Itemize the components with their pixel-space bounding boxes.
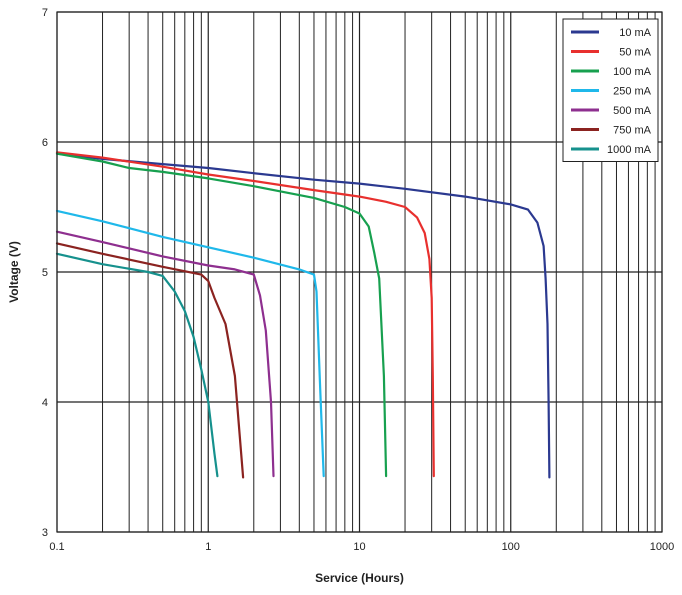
y-tick-label: 7 xyxy=(42,7,48,19)
y-tick-label: 6 xyxy=(42,137,48,149)
legend-label: 100 mA xyxy=(613,66,652,78)
y-tick-label: 5 xyxy=(42,267,48,279)
y-tick-labels: 3 4 5 6 7 xyxy=(42,7,48,539)
legend-label: 10 mA xyxy=(619,27,651,39)
x-tick-labels: 0.1 1 10 100 1000 xyxy=(49,541,674,553)
x-tick-label: 1 xyxy=(205,541,211,553)
legend-label: 250 mA xyxy=(613,86,652,98)
series-line xyxy=(55,230,275,478)
legend-label: 750 mA xyxy=(613,125,652,137)
x-tick-label: 10 xyxy=(353,541,365,553)
plot-border xyxy=(56,11,663,533)
legend-label: 1000 mA xyxy=(607,144,652,156)
x-axis-label: Service (Hours) xyxy=(315,571,404,585)
series-layer xyxy=(55,151,551,479)
x-tick-label: 100 xyxy=(502,541,520,553)
y-tick-label: 4 xyxy=(42,397,48,409)
series-line xyxy=(55,151,435,478)
legend: 10 mA 50 mA 100 mA 250 mA 500 mA 750 mA 1000 m… xyxy=(562,18,659,162)
series-line xyxy=(55,252,219,478)
y-tick-label: 3 xyxy=(42,527,48,539)
y-axis-label: Voltage (V) xyxy=(7,241,21,303)
legend-label: 500 mA xyxy=(613,105,652,117)
x-tick-label: 1000 xyxy=(650,541,674,553)
x-tick-label: 0.1 xyxy=(49,541,64,553)
legend-label: 50 mA xyxy=(619,47,651,59)
series-line xyxy=(55,242,245,479)
series-line xyxy=(55,152,551,479)
series-line xyxy=(55,152,388,478)
series-line xyxy=(55,209,325,478)
